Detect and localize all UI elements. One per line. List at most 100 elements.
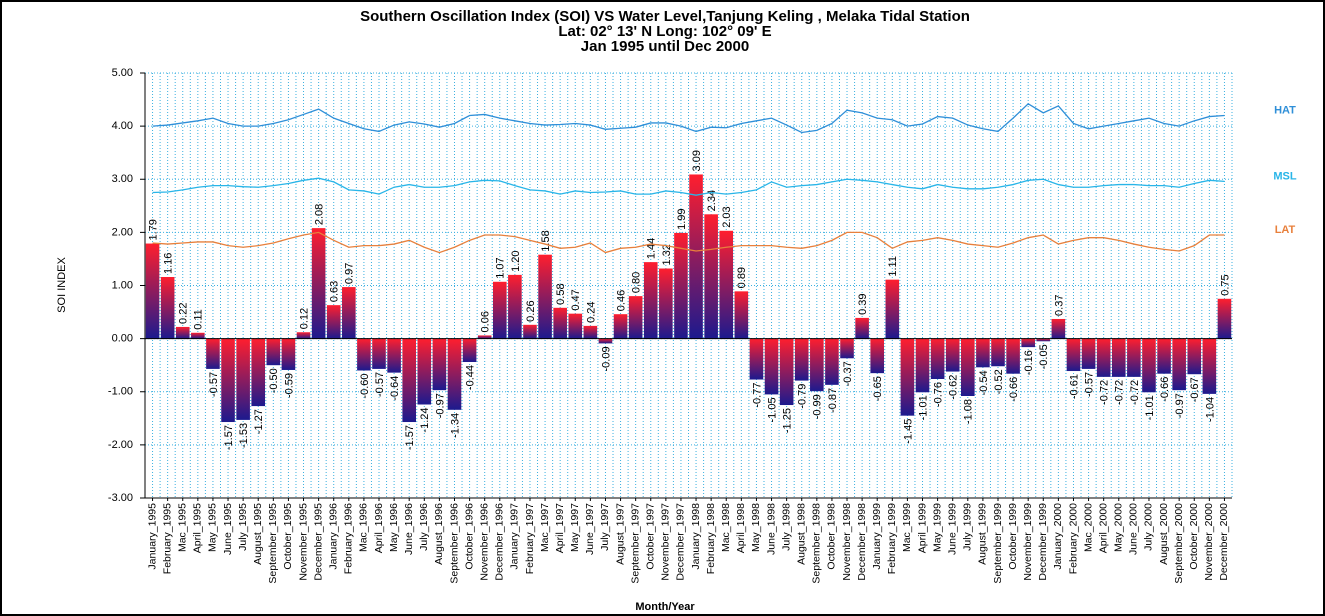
y-tick-label: 5.00 (112, 67, 133, 79)
x-tick-label: June_1995 (222, 503, 234, 555)
value-label: -0.44 (464, 365, 476, 390)
value-label: -0.79 (797, 384, 809, 409)
x-tick-label: August_1995 (252, 503, 264, 565)
bar (643, 262, 658, 339)
y-tick-label: 1.00 (112, 279, 133, 291)
value-label: -0.72 (1099, 380, 1111, 405)
value-label: -0.76 (933, 382, 945, 407)
bar (326, 305, 341, 339)
x-tick-label: December_1999 (1037, 503, 1049, 581)
line (152, 177, 1225, 196)
x-tick-label: December_1996 (494, 503, 506, 581)
value-label: -1.57 (404, 425, 416, 450)
x-tick-label: Mac_1997 (539, 503, 551, 552)
x-tick-label: May_1995 (207, 503, 219, 552)
x-tick-label: November_1997 (660, 503, 672, 581)
bar (447, 338, 462, 410)
bar (1172, 338, 1186, 391)
x-tick-label: Mac_2000 (1082, 503, 1094, 552)
x-tick-label: July_1999 (962, 503, 974, 551)
x-tick-label: August_2000 (1158, 503, 1170, 565)
y-axis-label: SOI INDEX (56, 257, 68, 313)
value-label: -0.67 (1189, 377, 1201, 402)
value-label: -0.72 (1114, 380, 1126, 405)
x-tick-label: January_1998 (690, 503, 702, 570)
x-tick-label: August_1996 (433, 503, 445, 565)
bar (311, 228, 326, 339)
bar (281, 338, 296, 370)
bar (206, 338, 220, 369)
bar (492, 281, 507, 339)
line (152, 103, 1225, 134)
value-label: -1.01 (917, 395, 929, 420)
x-tick-label: October_1998 (826, 503, 838, 570)
value-label: -0.66 (1008, 377, 1020, 402)
bar (900, 338, 915, 416)
x-tick-label: April_1997 (554, 503, 566, 553)
value-label: -1.25 (782, 408, 794, 433)
bar (885, 279, 900, 339)
x-tick-label: January_1995 (146, 503, 158, 570)
value-label: -1.01 (1144, 395, 1156, 420)
value-label: 0.11 (193, 309, 205, 330)
value-label: 0.97 (344, 263, 356, 284)
bar (1096, 338, 1111, 377)
chart-subtitle: Jan 1995 until Dec 2000 (581, 38, 749, 55)
x-tick-label: January_1996 (327, 503, 339, 570)
value-label: 0.06 (480, 311, 492, 332)
x-tick-label: Mac_1998 (720, 503, 732, 552)
x-tick-label: June_1997 (584, 503, 596, 555)
x-tick-label: July_1998 (780, 503, 792, 551)
value-label: 0.46 (615, 290, 627, 311)
value-label: -0.77 (751, 383, 763, 408)
x-tick-label: May_2000 (1113, 503, 1125, 552)
x-tick-label: February_1999 (886, 503, 898, 574)
value-label: -0.50 (268, 368, 280, 393)
x-tick-label: November_1999 (1022, 503, 1034, 581)
x-tick-label: June_1998 (765, 503, 777, 555)
bar (251, 338, 266, 407)
x-tick-label: August_1997 (614, 503, 626, 565)
value-label: -0.05 (1038, 344, 1050, 369)
value-label: -1.04 (1204, 397, 1216, 422)
x-tick-label: April_1995 (192, 503, 204, 553)
bar (402, 338, 416, 423)
x-tick-label: December_1997 (675, 503, 687, 581)
value-label: 0.89 (736, 267, 748, 288)
value-label: -0.57 (1083, 372, 1095, 397)
bar (1157, 338, 1171, 374)
bar (553, 307, 567, 339)
value-label: 0.26 (525, 300, 537, 321)
x-tick-label: September_2000 (1173, 503, 1185, 584)
line-label: LAT (1275, 224, 1296, 236)
value-label: 0.24 (585, 301, 597, 322)
y-tick-label: 3.00 (112, 173, 133, 185)
x-tick-label: July_1995 (237, 503, 249, 551)
bar (145, 243, 160, 339)
value-label: 1.58 (540, 230, 552, 251)
value-label: 0.39 (857, 293, 869, 314)
bar (538, 254, 552, 339)
x-tick-label: June_1999 (946, 503, 958, 555)
bar (342, 287, 356, 339)
x-tick-label: January_1999 (871, 503, 883, 570)
bar (1111, 338, 1126, 377)
value-label: -0.59 (283, 373, 295, 398)
x-tick-label: November_1995 (297, 503, 309, 581)
bar (961, 338, 975, 396)
value-label: -0.62 (948, 375, 960, 400)
value-label: -0.16 (1023, 350, 1035, 375)
value-label: -1.05 (766, 397, 778, 422)
value-label: 1.11 (887, 256, 899, 277)
bar (432, 338, 447, 391)
bar (1202, 338, 1217, 394)
value-label: -0.97 (1174, 393, 1186, 418)
value-label: -1.08 (963, 399, 975, 424)
x-tick-label: December_1998 (856, 503, 868, 581)
bar (704, 214, 718, 339)
value-label: -0.37 (842, 361, 854, 386)
bar (779, 338, 794, 406)
x-tick-label: May_1996 (388, 503, 400, 552)
value-label: -0.57 (374, 372, 386, 397)
value-label: -0.61 (1068, 374, 1080, 399)
